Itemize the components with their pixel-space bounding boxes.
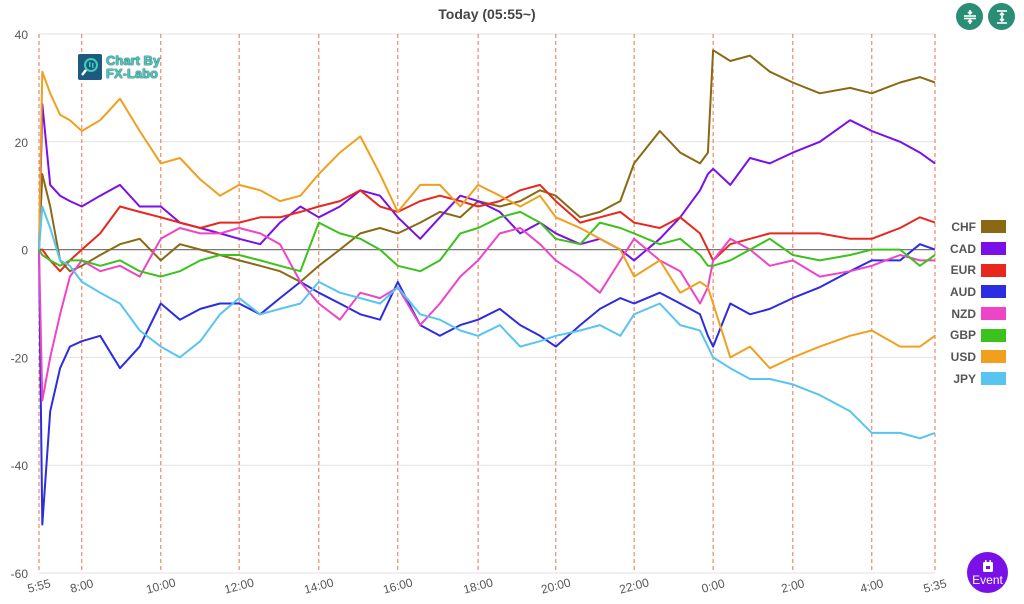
y-tick-label: 0 [21,244,28,258]
series-line-cad [38,103,936,262]
x-tick-label: 14:00 [302,575,335,596]
logo: Chart By FX-Labo [78,54,160,80]
expand-vertical-button[interactable] [988,3,1015,30]
x-tick-label: 22:00 [618,575,651,596]
expand-vertical-icon [996,9,1007,24]
y-tick-label: -60 [11,567,29,581]
legend-label: CHF [951,219,976,234]
y-tick-label: -40 [11,459,29,473]
x-tick-label: 16:00 [381,575,414,596]
x-tick-label: 5:55 [26,576,52,596]
legend-label: JPY [953,371,976,386]
legend-label: AUD [950,284,976,299]
legend-item-aud[interactable]: AUD [946,281,1006,303]
x-tick-label: 2:00 [780,576,806,596]
event-label: Event [972,572,1003,587]
time-dividers [38,34,936,573]
legend-item-gbp[interactable]: GBP [946,324,1006,346]
series-line-chf [38,49,936,283]
event-button[interactable]: Event [967,552,1008,593]
x-tick-label: 0:00 [700,576,726,596]
x-tick-label: 5:35 [922,576,948,596]
series-line-gbp [38,210,936,278]
x-axis: 5:55 8:00 10:00 12:00 14:00 16:00 18:00 20:00 22… [26,575,948,596]
logo-line1: Chart By [106,53,161,68]
series-line-jpy [38,205,936,440]
y-axis: 40 20 0 -20 -40 -60 [11,28,29,581]
legend-swatch [981,285,1006,299]
compress-vertical-icon [963,9,976,24]
legend-label: CAD [950,241,976,256]
legend-item-jpy[interactable]: JPY [946,368,1006,390]
legend-swatch [981,307,1006,321]
series-line-eur [39,183,936,273]
legend-item-cad[interactable]: CAD [946,238,1006,260]
series-lines [38,49,936,526]
legend-label: USD [950,349,976,364]
x-tick-label: 12:00 [223,575,256,596]
y-tick-label: 40 [15,28,29,42]
legend-label: GBP [949,328,976,343]
legend-item-nzd[interactable]: NZD [946,303,1006,325]
legend: CHF CAD EUR AUD NZD GBP USD JPY [946,216,1006,390]
legend-swatch [981,372,1006,386]
legend-swatch [981,220,1006,234]
series-line-aud [38,243,936,526]
legend-swatch [981,263,1006,277]
magnifier-chart-icon [78,54,102,80]
y-tick-label: -20 [11,351,29,365]
legend-swatch [981,328,1006,342]
legend-label: EUR [950,263,976,278]
logo-line2: FX-Labo [106,66,158,81]
legend-item-eur[interactable]: EUR [946,259,1006,281]
x-tick-label: 10:00 [144,575,177,596]
y-tick-label: 20 [15,136,29,150]
legend-item-usd[interactable]: USD [946,346,1006,368]
x-tick-label: 20:00 [539,575,572,596]
series-line-usd [38,70,936,370]
x-tick-label: 8:00 [69,576,95,596]
legend-swatch [981,242,1006,256]
legend-item-chf[interactable]: CHF [946,216,1006,238]
legend-label: NZD [951,306,976,321]
calendar-icon [982,559,993,572]
x-tick-label: 4:00 [859,576,885,596]
legend-swatch [981,350,1006,364]
chart-title: Today (05:55~) [438,6,536,22]
grid [39,33,935,574]
compress-vertical-button[interactable] [956,3,983,30]
x-tick-label: 18:00 [462,575,495,596]
